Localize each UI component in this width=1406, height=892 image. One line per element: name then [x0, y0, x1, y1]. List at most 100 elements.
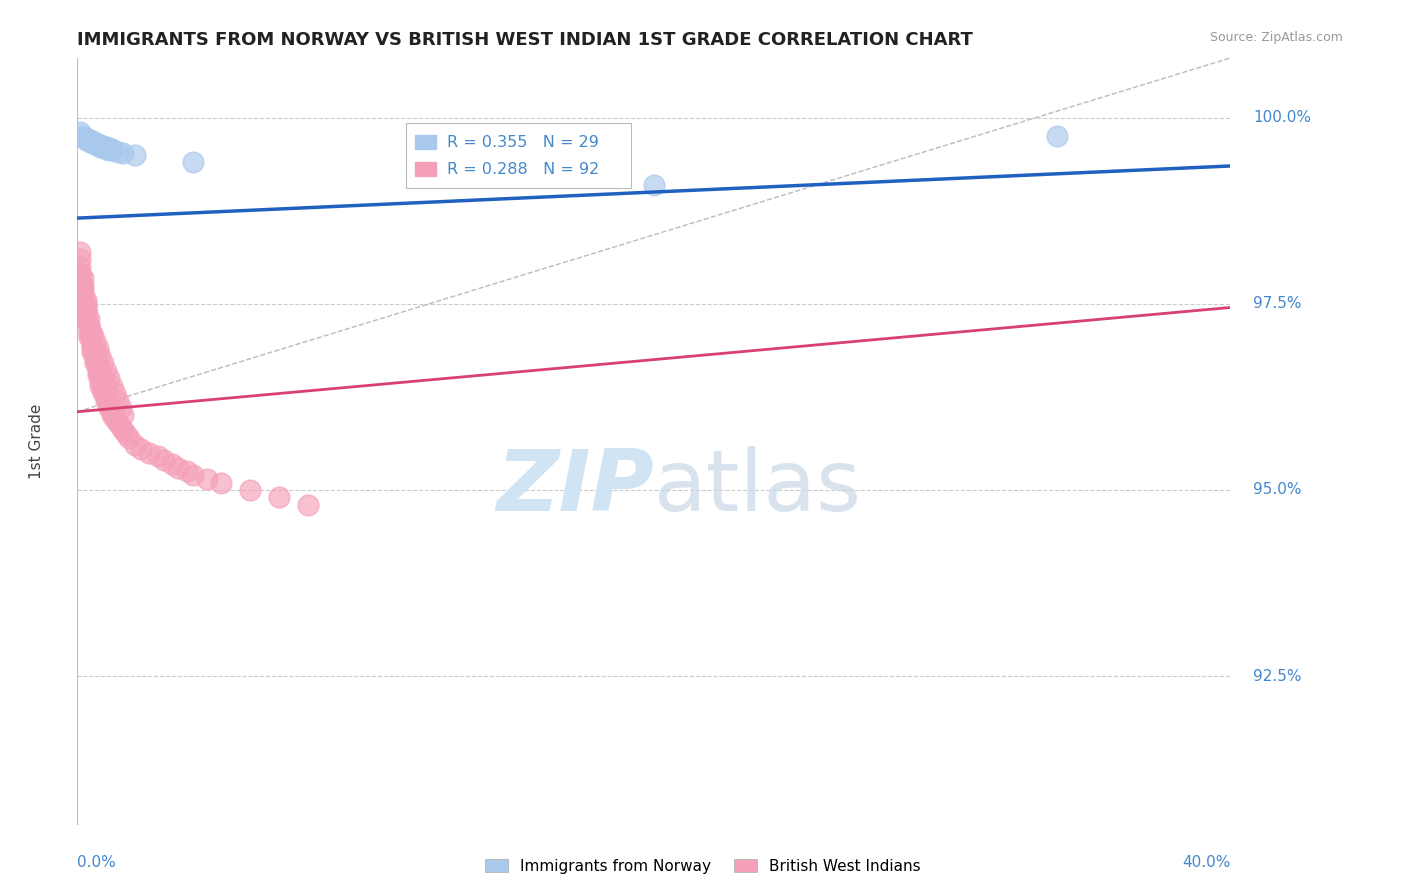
Point: [77, 319, 100, 334]
Point: [80, 337, 103, 351]
Point: [72, 289, 94, 303]
Point: [98, 371, 121, 385]
Point: [176, 464, 198, 478]
Point: [91, 383, 114, 397]
Point: [107, 145, 129, 159]
Text: 92.5%: 92.5%: [1253, 669, 1302, 683]
Point: [239, 483, 262, 497]
Point: [1046, 129, 1069, 144]
Point: [72, 129, 94, 144]
Point: [181, 468, 204, 483]
Point: [86, 137, 108, 152]
Point: [89, 378, 111, 392]
Point: [69, 252, 91, 266]
Point: [83, 352, 105, 367]
Point: [86, 342, 108, 356]
Point: [101, 405, 124, 419]
Text: 97.5%: 97.5%: [1253, 296, 1302, 311]
Bar: [415, 162, 436, 176]
Text: IMMIGRANTS FROM NORWAY VS BRITISH WEST INDIAN 1ST GRADE CORRELATION CHART: IMMIGRANTS FROM NORWAY VS BRITISH WEST I…: [77, 31, 973, 49]
Point: [77, 323, 100, 337]
Point: [80, 136, 103, 150]
Point: [69, 244, 91, 259]
Point: [75, 304, 97, 318]
Bar: [415, 136, 436, 149]
Text: R = 0.288   N = 92: R = 0.288 N = 92: [447, 161, 600, 177]
Point: [80, 326, 103, 341]
Point: [118, 431, 141, 445]
Point: [69, 267, 91, 281]
Point: [80, 135, 103, 149]
Point: [75, 308, 97, 322]
Point: [80, 342, 103, 356]
Point: [110, 401, 132, 415]
Point: [96, 140, 118, 154]
Text: 1st Grade: 1st Grade: [30, 404, 45, 479]
Point: [101, 409, 124, 423]
Point: [98, 141, 121, 155]
Point: [83, 136, 105, 150]
Point: [75, 311, 97, 326]
Point: [112, 146, 135, 161]
Point: [75, 304, 97, 318]
Point: [146, 450, 169, 464]
Point: [162, 457, 184, 471]
Point: [643, 178, 665, 192]
Point: [107, 393, 129, 408]
Point: [86, 138, 108, 153]
Point: [72, 289, 94, 303]
Point: [89, 375, 111, 389]
Point: [86, 356, 108, 370]
Point: [89, 371, 111, 385]
Point: [75, 304, 97, 318]
Text: 40.0%: 40.0%: [1182, 855, 1230, 870]
FancyBboxPatch shape: [406, 123, 631, 188]
Point: [107, 416, 129, 430]
Point: [77, 326, 100, 341]
Point: [181, 155, 204, 169]
Point: [69, 289, 91, 303]
Point: [86, 360, 108, 375]
Point: [91, 356, 114, 370]
Point: [124, 148, 146, 162]
Point: [112, 423, 135, 437]
Point: [69, 260, 91, 274]
Point: [91, 140, 114, 154]
Point: [75, 131, 97, 145]
Point: [91, 371, 114, 385]
Point: [124, 438, 146, 452]
Point: [77, 135, 100, 149]
Point: [80, 135, 103, 149]
Point: [69, 274, 91, 288]
Point: [115, 427, 138, 442]
Point: [98, 143, 121, 157]
Point: [69, 267, 91, 281]
Point: [83, 349, 105, 363]
Point: [72, 270, 94, 285]
Point: [96, 390, 118, 404]
Point: [89, 138, 111, 153]
Point: [80, 345, 103, 359]
Point: [96, 364, 118, 378]
Point: [72, 278, 94, 293]
Point: [86, 368, 108, 382]
Point: [75, 311, 97, 326]
Point: [104, 386, 127, 401]
Point: [77, 133, 100, 147]
Text: 100.0%: 100.0%: [1253, 110, 1312, 125]
Point: [83, 356, 105, 370]
Point: [75, 297, 97, 311]
Point: [267, 491, 291, 505]
Point: [89, 139, 111, 153]
Text: 0.0%: 0.0%: [77, 855, 117, 870]
Point: [77, 330, 100, 344]
Point: [129, 442, 152, 456]
Point: [83, 342, 105, 356]
Point: [96, 393, 118, 408]
Point: [80, 334, 103, 348]
Point: [167, 460, 190, 475]
Point: [297, 498, 319, 512]
Point: [72, 297, 94, 311]
Point: [101, 144, 124, 158]
Point: [153, 453, 174, 467]
